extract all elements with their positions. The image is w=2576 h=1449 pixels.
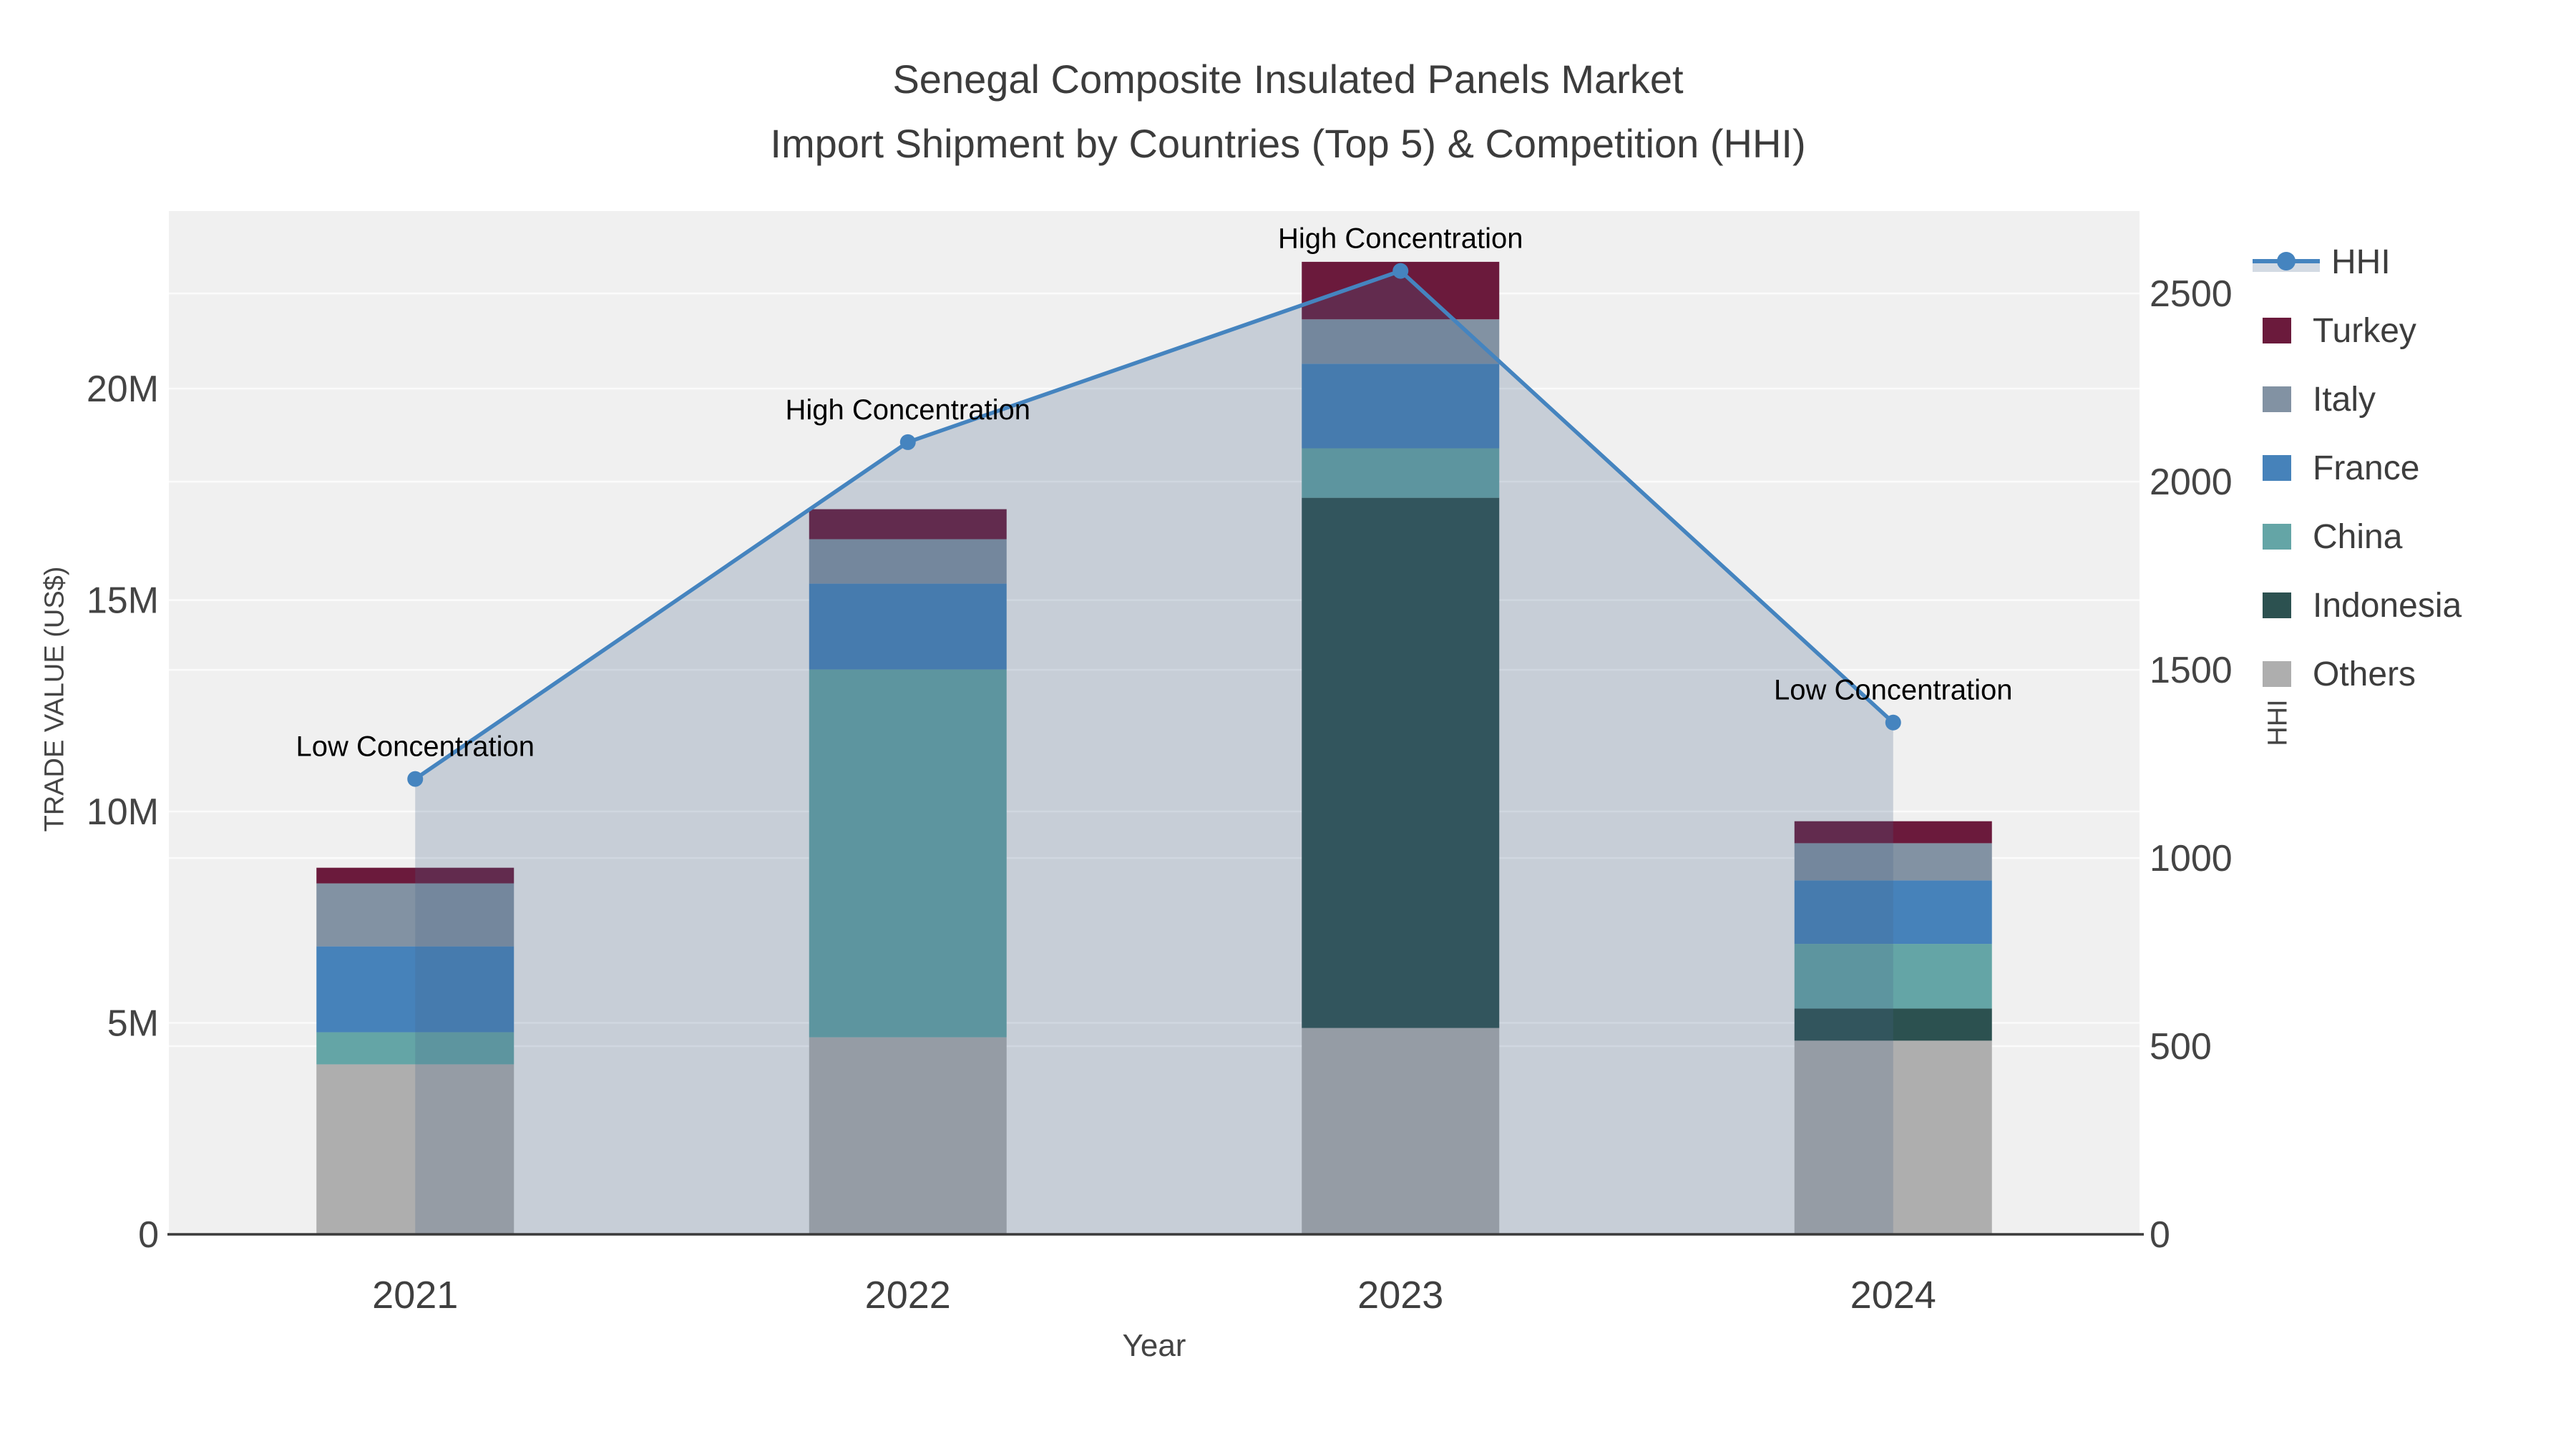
bar-segment-china-2022[interactable] xyxy=(809,669,1007,1038)
x-axis-tick-label: 2022 xyxy=(865,1274,951,1317)
legend-item-china[interactable]: China xyxy=(2253,502,2462,571)
y2-axis-tick-label: 0 xyxy=(2150,1214,2170,1256)
annotation-2023: High Concentration xyxy=(1278,223,1523,255)
y-axis-tick-label: 20M xyxy=(87,369,159,410)
chart-subtitle: Import Shipment by Countries (Top 5) & C… xyxy=(770,121,1806,166)
hhi-line-swatch-icon xyxy=(2253,249,2320,275)
y2-axis-tick-label: 1000 xyxy=(2150,838,2233,879)
legend-label: Turkey xyxy=(2313,311,2416,350)
legend-item-hhi[interactable]: HHI xyxy=(2253,228,2462,296)
legend-label: France xyxy=(2313,449,2420,487)
bar-segment-others-2021[interactable] xyxy=(316,1064,514,1234)
hhi-line xyxy=(414,268,1895,781)
y-axis-tick-label: 5M xyxy=(107,1003,159,1045)
legend-color-swatch-icon xyxy=(2263,386,2291,412)
legend-color-swatch-icon xyxy=(2263,524,2291,550)
bar-segment-others-2022[interactable] xyxy=(809,1037,1007,1234)
bar-segment-china-2021[interactable] xyxy=(316,1032,514,1065)
bar-segment-italy-2023[interactable] xyxy=(1302,319,1500,364)
y-axis-tick-label: 0 xyxy=(138,1214,159,1256)
hhi-marker-2022[interactable] xyxy=(899,434,916,450)
bar-segment-italy-2021[interactable] xyxy=(316,883,514,947)
bar-segment-indonesia-2023[interactable] xyxy=(1302,497,1500,1028)
y-axis-tick-label: 10M xyxy=(87,791,159,833)
legend-item-indonesia[interactable]: Indonesia xyxy=(2253,571,2462,640)
bar-segment-france-2021[interactable] xyxy=(316,946,514,1033)
bar-segment-france-2024[interactable] xyxy=(1794,880,1992,945)
legend-label: Italy xyxy=(2313,380,2376,419)
bar-segment-turkey-2022[interactable] xyxy=(809,509,1007,540)
y2-axis-tick-label: 500 xyxy=(2150,1026,2212,1068)
legend-color-swatch-icon xyxy=(2263,592,2291,618)
y-axis-tick-label: 15M xyxy=(87,580,159,622)
legend-item-turkey[interactable]: Turkey xyxy=(2253,296,2462,365)
bar-segment-china-2024[interactable] xyxy=(1794,944,1992,1009)
legend-label: HHI xyxy=(2331,243,2391,281)
bar-segment-france-2022[interactable] xyxy=(809,583,1007,670)
bar-segment-china-2023[interactable] xyxy=(1302,448,1500,498)
bar-segment-italy-2022[interactable] xyxy=(809,539,1007,584)
bar-segment-france-2023[interactable] xyxy=(1302,364,1500,449)
x-axis-tick-label: 2023 xyxy=(1357,1274,1443,1317)
legend-item-others[interactable]: Others xyxy=(2253,640,2462,708)
legend-color-swatch-icon xyxy=(2263,661,2291,687)
x-axis-tick-label: 2024 xyxy=(1850,1274,1936,1317)
legend-item-italy[interactable]: Italy xyxy=(2253,365,2462,434)
hhi-area-fill xyxy=(415,270,1893,1234)
x-axis-title: Year xyxy=(1122,1328,1186,1363)
y2-axis-tick-label: 2000 xyxy=(2150,462,2233,503)
bar-segment-turkey-2024[interactable] xyxy=(1794,821,1992,844)
bar-segment-turkey-2021[interactable] xyxy=(316,867,514,884)
y-axis-title: TRADE VALUE (US$) xyxy=(39,566,70,832)
bar-segment-italy-2024[interactable] xyxy=(1794,843,1992,881)
legend-label: Others xyxy=(2313,655,2416,693)
annotation-2022: High Concentration xyxy=(786,394,1030,426)
hhi-marker-2021[interactable] xyxy=(407,771,424,787)
y2-axis-tick-label: 2500 xyxy=(2150,273,2233,315)
legend-color-swatch-icon xyxy=(2263,455,2291,481)
x-axis-tick-label: 2021 xyxy=(372,1274,458,1317)
bar-segment-others-2024[interactable] xyxy=(1794,1040,1992,1234)
legend: HHI Turkey Italy France China Indonesia Others xyxy=(2253,228,2462,708)
hhi-marker-2023[interactable] xyxy=(1392,263,1409,279)
hhi-marker-2024[interactable] xyxy=(1885,714,1901,731)
bar-segment-indonesia-2024[interactable] xyxy=(1794,1008,1992,1041)
bar-segment-others-2023[interactable] xyxy=(1302,1028,1500,1234)
y2-axis-tick-label: 1500 xyxy=(2150,650,2233,691)
legend-item-france[interactable]: France xyxy=(2253,434,2462,502)
legend-label: China xyxy=(2313,517,2403,556)
chart-title: Senegal Composite Insulated Panels Marke… xyxy=(892,57,1684,102)
annotation-2021: Low Concentration xyxy=(296,731,535,763)
legend-color-swatch-icon xyxy=(2263,318,2291,343)
annotation-2024: Low Concentration xyxy=(1774,675,2013,706)
legend-label: Indonesia xyxy=(2313,586,2462,625)
